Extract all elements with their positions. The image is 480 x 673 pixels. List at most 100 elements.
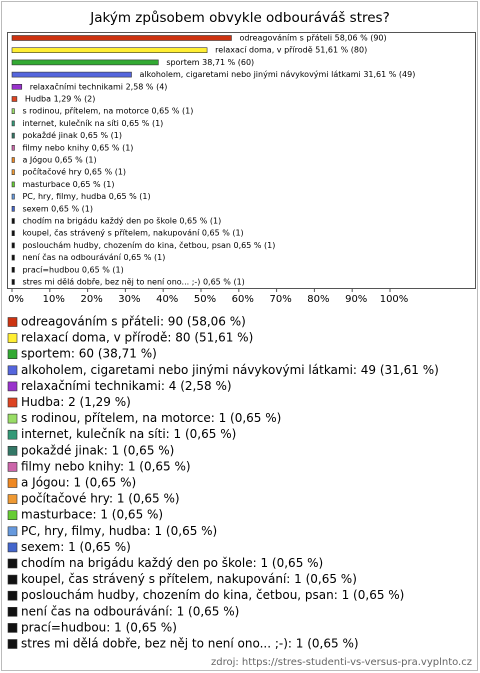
legend-label: a Jógou: 1 (0,65 %) — [21, 476, 136, 490]
legend-swatch — [7, 317, 18, 327]
legend-label: masturbace: 1 (0,65 %) — [21, 508, 163, 522]
bar — [11, 120, 15, 127]
bar-label: filmy nebo knihy 0,65 % (1) — [22, 143, 133, 152]
bar-label: relaxací doma, v přírodě 51,61 % (80) — [215, 46, 367, 55]
legend-swatch — [7, 462, 18, 472]
x-tick-label: 50% — [194, 294, 216, 305]
legend-swatch — [7, 397, 18, 408]
bar — [11, 47, 208, 54]
bar — [11, 193, 15, 200]
bar — [11, 254, 15, 261]
legend-label: poslouchám hudby, chozením do kina, četb… — [21, 588, 404, 602]
bar-label: odreagováním s přáteli 58,06 % (90) — [239, 34, 386, 43]
x-tick-label: 30% — [118, 294, 140, 305]
legend-swatch — [7, 429, 18, 440]
legend-swatch — [7, 639, 18, 649]
legend-label: sexem: 1 (0,65 %) — [21, 540, 131, 554]
plot-frame — [7, 32, 476, 289]
x-tick-label: 40% — [156, 294, 178, 305]
bar — [11, 96, 18, 102]
bar-label: Hudba 1,29 % (2) — [25, 95, 96, 104]
x-tick-label: 20% — [80, 294, 102, 305]
legend-swatch — [7, 349, 18, 360]
bar-label: koupel, čas strávený s přítelem, nakupov… — [22, 228, 243, 238]
legend-label: filmy nebo knihy: 1 (0,65 %) — [21, 459, 191, 473]
bar — [11, 35, 232, 41]
legend-swatch — [7, 494, 18, 504]
legend-label: odreagováním s přáteli: 90 (58,06 %) — [21, 315, 246, 329]
legend-swatch — [7, 365, 18, 376]
legend-label: stres mi dělá dobře, bez něj to není ono… — [21, 637, 359, 651]
bar — [11, 59, 159, 66]
legend-swatch — [7, 478, 18, 488]
bar-label: internet, kulečník na síti 0,65 % (1) — [22, 118, 163, 128]
legend-label: počítačové hry: 1 (0,65 %) — [21, 492, 180, 506]
bar — [11, 206, 15, 212]
legend-swatch — [7, 413, 18, 424]
x-tick-label: 90% — [345, 294, 367, 305]
legend-swatch — [7, 623, 18, 633]
bar-label: s rodinou, přítelem, na motorce 0,65 % (… — [22, 107, 193, 116]
bar-label: masturbace 0,65 % (1) — [22, 180, 114, 189]
legend-label: alkoholem, cigaretami nebo jinými návyko… — [21, 363, 439, 377]
legend-label: sportem: 60 (38,71 %) — [21, 347, 157, 361]
legend-label: internet, kulečník na síti: 1 (0,65 %) — [21, 427, 236, 441]
legend-label: s rodinou, přítelem, na motorce: 1 (0,65… — [21, 411, 281, 425]
x-tick-label: 100% — [380, 294, 409, 305]
source: zdroj: https://stres-studenti-vs-versus-… — [211, 657, 472, 668]
legend-swatch — [7, 574, 18, 585]
legend-label: koupel, čas strávený s přítelem, nakupov… — [21, 572, 357, 586]
legend-swatch — [7, 333, 18, 343]
bar-label: počítačové hry 0,65 % (1) — [22, 167, 126, 177]
legend-swatch — [7, 526, 18, 537]
legend-swatch — [7, 510, 18, 521]
legend-swatch — [7, 381, 18, 392]
legend-label: relaxací doma, v přírodě: 80 (51,61 %) — [21, 331, 253, 345]
bar-label: relaxačními technikami 2,58 % (4) — [30, 81, 168, 91]
bar-label: stres mi dělá dobře, bez něj to není ono… — [22, 278, 244, 287]
x-tick-label: 10% — [43, 294, 65, 305]
legend-swatch — [7, 542, 18, 553]
bar — [11, 145, 15, 151]
bar-label: není čas na odbourávání 0,65 % (1) — [22, 252, 165, 262]
bar — [11, 84, 23, 90]
bar — [11, 132, 15, 139]
bar — [11, 157, 15, 163]
legend-swatch — [7, 606, 18, 617]
bar — [11, 242, 15, 249]
bar — [11, 218, 15, 224]
bar-label: prací=hudbou 0,65 % (1) — [22, 265, 123, 274]
x-tick-label: 0% — [8, 294, 24, 305]
bar-label: poslouchám hudby, chozením do kina, četb… — [22, 240, 275, 250]
bar — [11, 279, 15, 285]
bar-label: sportem 38,71 % (60) — [166, 58, 254, 67]
legend-swatch — [7, 558, 18, 569]
legend-label: chodím na brigádu každý den po škole: 1 … — [21, 556, 323, 570]
bar-label: pokaždé jinak 0,65 % (1) — [22, 130, 122, 140]
legend-swatch — [7, 590, 18, 601]
legend-label: PC, hry, filmy, hudba: 1 (0,65 %) — [21, 524, 217, 538]
legend-label: relaxačními technikami: 4 (2,58 %) — [21, 379, 232, 393]
bar — [11, 108, 15, 114]
bar — [11, 71, 132, 78]
bar-label: alkoholem, cigaretami nebo jinými návyko… — [139, 70, 415, 79]
bar — [11, 181, 15, 188]
bar-label: PC, hry, filmy, hudba 0,65 % (1) — [22, 192, 150, 201]
x-tick-label: 60% — [232, 294, 254, 305]
chart-title: Jakým způsobem obvykle odbouráváš stres? — [89, 10, 390, 26]
x-tick-label: 70% — [269, 294, 291, 305]
bar-label: sexem 0,65 % (1) — [22, 204, 93, 213]
legend-label: Hudba: 2 (1,29 %) — [21, 395, 131, 409]
bar — [11, 230, 15, 236]
bar — [11, 169, 15, 175]
bar-label: chodím na brigádu každý den po škole 0,6… — [22, 216, 221, 226]
legend-label: pokaždé jinak: 1 (0,65 %) — [21, 443, 174, 457]
bar-label: a Jógou 0,65 % (1) — [22, 155, 96, 165]
bar — [11, 266, 15, 273]
x-tick-label: 80% — [307, 294, 329, 305]
legend-swatch — [7, 445, 18, 456]
legend-label: není čas na odbourávání: 1 (0,65 %) — [21, 604, 239, 618]
legend-label: prací=hudbou: 1 (0,65 %) — [21, 620, 177, 634]
